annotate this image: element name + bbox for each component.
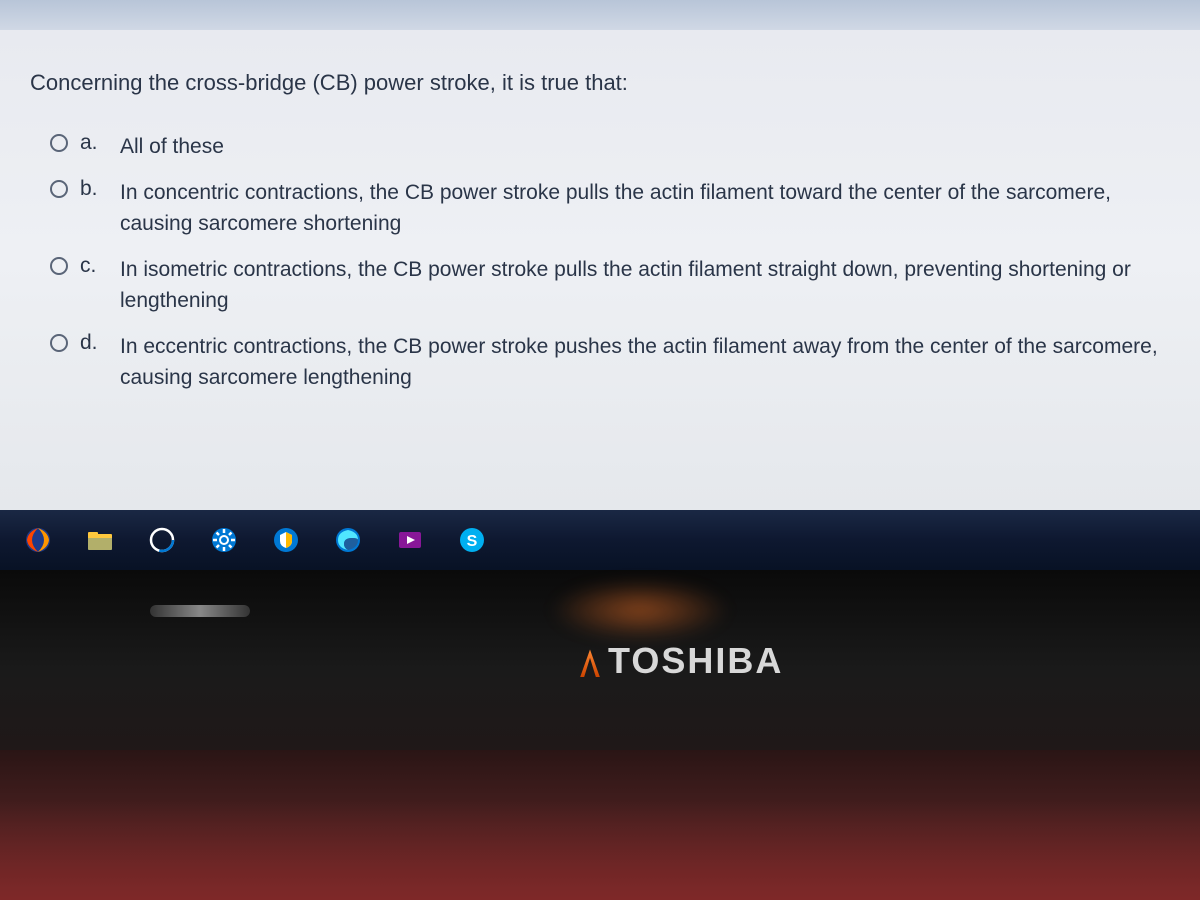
option-row-c[interactable]: c. In isometric contractions, the CB pow… [50, 254, 1170, 317]
brand-logo-icon [580, 649, 600, 677]
option-row-a[interactable]: a. All of these [50, 131, 1170, 163]
option-letter: b. [80, 177, 108, 201]
laptop-brand-label: TOSHIBA [580, 640, 783, 682]
skype-icon[interactable]: S [442, 516, 502, 564]
file-explorer-icon[interactable] [70, 516, 130, 564]
option-letter: a. [80, 131, 108, 155]
option-row-d[interactable]: d. In eccentric contractions, the CB pow… [50, 331, 1170, 394]
option-text: In eccentric contractions, the CB power … [120, 331, 1170, 394]
edge-icon[interactable] [318, 516, 378, 564]
option-text: In concentric contractions, the CB power… [120, 177, 1170, 240]
ambient-glow [0, 800, 1200, 900]
media-player-icon[interactable] [380, 516, 440, 564]
top-spacer [0, 0, 1200, 30]
svg-text:S: S [467, 533, 478, 550]
question-prompt: Concerning the cross-bridge (CB) power s… [30, 70, 1170, 96]
option-letter: c. [80, 254, 108, 278]
cortana-icon[interactable] [132, 516, 192, 564]
firefox-icon[interactable] [8, 516, 68, 564]
radio-button-a[interactable] [50, 134, 68, 152]
quiz-screen-area: Concerning the cross-bridge (CB) power s… [0, 0, 1200, 510]
option-text: In isometric contractions, the CB power … [120, 254, 1170, 317]
options-list: a. All of these b. In concentric contrac… [30, 131, 1170, 394]
radio-button-c[interactable] [50, 257, 68, 275]
screen-glow [550, 580, 730, 640]
option-letter: d. [80, 331, 108, 355]
security-icon[interactable] [256, 516, 316, 564]
option-row-b[interactable]: b. In concentric contractions, the CB po… [50, 177, 1170, 240]
question-container: Concerning the cross-bridge (CB) power s… [0, 30, 1200, 428]
laptop-hinge [150, 605, 250, 617]
windows-taskbar: S [0, 510, 1200, 570]
radio-button-b[interactable] [50, 180, 68, 198]
option-text: All of these [120, 131, 224, 163]
radio-button-d[interactable] [50, 334, 68, 352]
brand-text: TOSHIBA [608, 640, 783, 681]
settings-icon[interactable] [194, 516, 254, 564]
